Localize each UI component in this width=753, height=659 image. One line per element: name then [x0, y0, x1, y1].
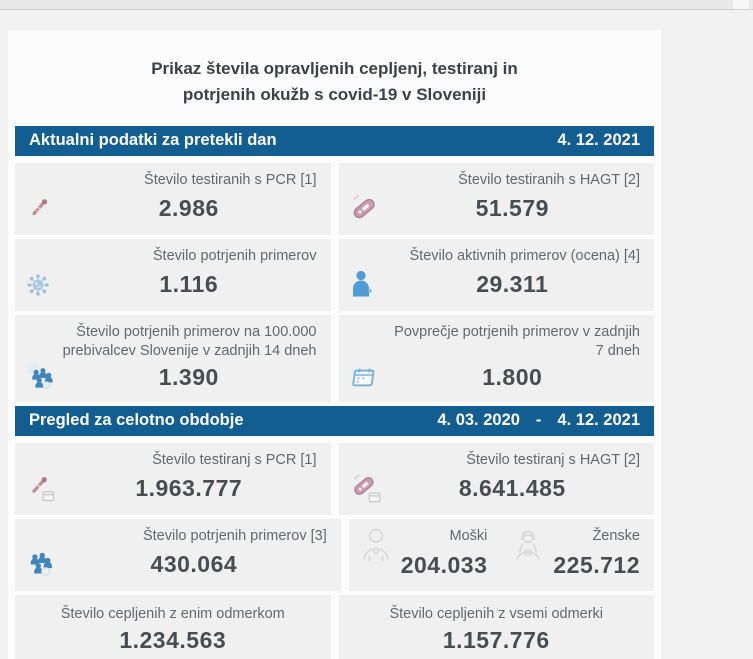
card-value: 1.963.777	[135, 474, 243, 501]
card-label: Število potrjenih primerov na 100.000 pr…	[62, 323, 317, 359]
total-row-2: Število potrjenih primerov [3] 430.064 M…	[15, 518, 654, 591]
stat-card-tested-pcr: Število testiranih s PCR [1] 2.986	[15, 162, 331, 235]
daily-row-2: Število potrjenih primerov 1.116 Število…	[15, 238, 654, 311]
stat-card-tests-pcr-total: Število testiranj s PCR [1] 1.963.777	[15, 442, 331, 515]
card-label: Število testiranih s PCR [1]	[144, 171, 317, 188]
stat-card-vaccinated-all-doses: Število cepljenih z vsemi odmerki 1.157.…	[338, 594, 654, 659]
daily-row-1: Število testiranih s PCR [1] 2.986 Števi…	[15, 162, 654, 235]
card-label: Število aktivnih primerov (ocena) [4]	[409, 247, 641, 264]
section-total-title: Pregled za celotno obdobje	[29, 411, 244, 430]
person-icon	[348, 269, 374, 299]
stat-card-tests-hagt-total: Število testiranj s HAGT [2] 8.641.485	[338, 442, 654, 515]
section-daily-date: 4. 12. 2021	[557, 131, 640, 150]
stat-card-avg-7d: Povprečje potrjenih primerov v zadnjih 7…	[338, 314, 654, 402]
daily-row-3: Število potrjenih primerov na 100.000 pr…	[15, 314, 654, 402]
people-group-icon	[24, 360, 58, 392]
card-value: 51.579	[475, 194, 549, 221]
card-label: Povprečje potrjenih primerov v zadnjih 7…	[394, 323, 640, 359]
test-cassette-calendar-icon	[348, 471, 382, 503]
test-cassette-icon	[348, 191, 380, 223]
card-value: 1.157.776	[442, 626, 550, 653]
total-row-1: Število testiranj s PCR [1] 1.963.777	[15, 442, 654, 515]
card-value: 2.986	[158, 194, 219, 221]
female-outline-icon	[511, 525, 545, 563]
card-value: 1.234.563	[119, 626, 227, 653]
stat-card-vaccinated-one-dose: Število cepljenih z enim odmerkom 1.234.…	[15, 594, 331, 659]
card-value: 8.641.485	[458, 474, 566, 501]
card-label: Ženske	[592, 527, 640, 544]
section-total-dates: 4. 03. 2020 - 4. 12. 2021	[437, 411, 640, 430]
gender-male: Moški 204.033	[349, 519, 502, 591]
stat-card-active: Število aktivnih primerov (ocena) [4] 29…	[338, 238, 654, 311]
date-to: 4. 12. 2021	[557, 411, 640, 430]
male-outline-icon	[359, 525, 393, 563]
card-value: 430.064	[150, 550, 238, 577]
card-value: 29.311	[476, 270, 549, 297]
section-total-header: Pregled za celotno obdobje 4. 03. 2020 -…	[15, 405, 654, 436]
section-daily-header: Aktualni podatki za pretekli dan 4. 12. …	[15, 125, 654, 156]
people-group-icon	[24, 547, 58, 579]
calendar-icon	[348, 364, 380, 392]
card-label: Število cepljenih z vsemi odmerki	[389, 605, 604, 622]
card-value: 1.116	[159, 270, 219, 297]
card-value: 225.712	[553, 551, 640, 578]
gender-female: Ženske 225.712	[501, 519, 654, 591]
section-daily-title: Aktualni podatki za pretekli dan	[29, 131, 277, 150]
stat-card-confirmed-total: Število potrjenih primerov [3] 430.064	[15, 518, 341, 591]
card-value: 1.800	[482, 363, 543, 390]
card-label: Število testiranj s HAGT [2]	[466, 451, 640, 468]
swab-calendar-icon	[24, 471, 56, 503]
swab-icon	[24, 193, 54, 223]
virus-icon	[24, 271, 52, 299]
stat-card-tested-hagt: Število testiranih s HAGT [2] 51.579	[338, 162, 654, 235]
card-label: Število potrjenih primerov	[152, 247, 317, 264]
stat-card-gender: Moški 204.033 Ženske	[348, 518, 654, 591]
browser-topbar	[0, 0, 753, 10]
card-label: Moški	[449, 527, 488, 544]
page-title: Prikaz števila opravljenih cepljenj, tes…	[151, 59, 518, 105]
date-from: 4. 03. 2020	[437, 411, 520, 430]
card-value: 1.390	[158, 363, 219, 390]
card-label: Število potrjenih primerov [3]	[142, 527, 327, 544]
card-label: Število testiranj s PCR [1]	[152, 451, 317, 468]
stat-card-incidence-14d: Število potrjenih primerov na 100.000 pr…	[15, 314, 331, 402]
content-panel: Prikaz števila opravljenih cepljenj, tes…	[8, 30, 661, 659]
stat-card-confirmed: Število potrjenih primerov 1.116	[15, 238, 331, 311]
card-label: Število cepljenih z enim odmerkom	[60, 605, 285, 622]
total-row-3: Število cepljenih z enim odmerkom 1.234.…	[15, 594, 654, 659]
card-label: Število testiranih s HAGT [2]	[458, 171, 640, 188]
card-value: 204.033	[400, 551, 488, 578]
date-separator: -	[535, 411, 542, 430]
scrollbar-corner	[733, 0, 749, 9]
